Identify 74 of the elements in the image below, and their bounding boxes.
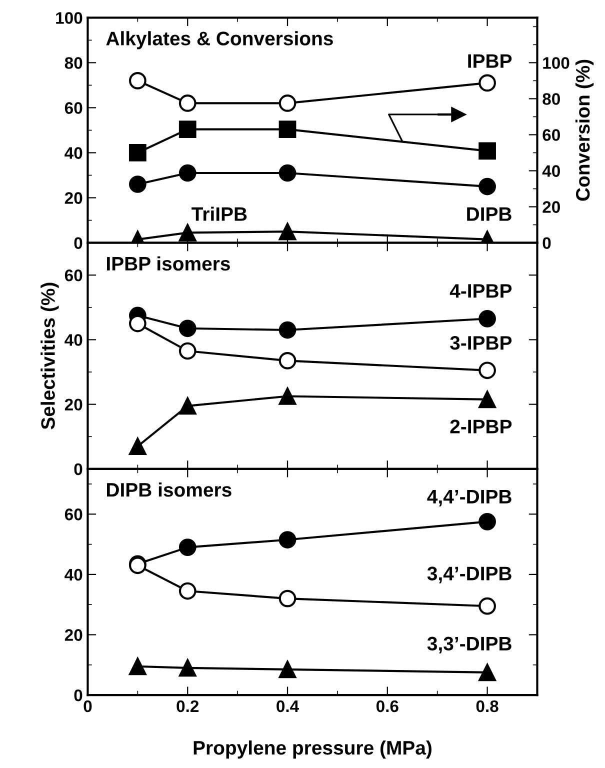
legend-label: 3,3’-DIPB bbox=[427, 636, 512, 654]
y2-tick-label: 80 bbox=[542, 93, 560, 105]
x-axis-title: Propylene pressure (MPa) bbox=[194, 740, 432, 759]
point bbox=[178, 538, 196, 556]
point bbox=[178, 320, 196, 338]
point bbox=[278, 120, 296, 138]
y-tick-label: 0 bbox=[74, 237, 82, 249]
point bbox=[128, 144, 146, 162]
y-tick-label: 20 bbox=[64, 629, 82, 641]
y-tick-label: 60 bbox=[64, 269, 82, 282]
text: IPBP isomers bbox=[107, 256, 230, 271]
point bbox=[478, 74, 496, 92]
y2-tick-label: 0 bbox=[542, 237, 551, 249]
text: DIPB isomers bbox=[107, 482, 232, 497]
y2-tick-label: 60 bbox=[542, 129, 560, 141]
x-tick-label: 0 bbox=[84, 700, 92, 712]
point bbox=[178, 397, 196, 415]
point bbox=[478, 597, 496, 615]
y-tick-label: 60 bbox=[64, 102, 82, 114]
text: Alkylates & Conversions bbox=[106, 31, 333, 50]
x-tick-label: 0.2 bbox=[176, 700, 199, 712]
point bbox=[278, 388, 296, 405]
point bbox=[178, 224, 196, 242]
point bbox=[128, 438, 146, 455]
point bbox=[478, 664, 496, 682]
point bbox=[478, 310, 496, 328]
y-tick-label: 20 bbox=[64, 398, 82, 411]
y2-tick-label: 20 bbox=[542, 201, 560, 213]
series-label: 4-IPBP bbox=[450, 284, 512, 298]
point bbox=[478, 512, 496, 530]
y2-tick-label: 100 bbox=[543, 57, 570, 69]
series-label: 4,4’-DIPB bbox=[427, 490, 512, 506]
point bbox=[278, 590, 296, 608]
point bbox=[278, 164, 296, 182]
point bbox=[278, 660, 296, 678]
point bbox=[128, 658, 146, 676]
point bbox=[178, 94, 196, 112]
legend-label: 3,4’-DIPB bbox=[427, 566, 512, 584]
point bbox=[178, 659, 196, 677]
y-tick-label: 40 bbox=[64, 568, 82, 581]
y-tick-label: 0 bbox=[74, 689, 82, 702]
point bbox=[278, 94, 296, 112]
y-tick-label: 60 bbox=[64, 508, 82, 520]
y2-tick-label: 40 bbox=[542, 165, 560, 177]
point bbox=[128, 176, 146, 193]
legend-label: 2-IPBP bbox=[450, 420, 512, 434]
y2-axis-title: Conversion (%) bbox=[575, 60, 594, 201]
y-tick-label: 80 bbox=[64, 57, 82, 69]
series-label: IPBP bbox=[468, 54, 512, 68]
x-tick-label: 0.6 bbox=[376, 700, 398, 712]
point bbox=[178, 164, 196, 182]
y-tick-label: 100 bbox=[56, 12, 82, 24]
legend-label: 3-IPBP bbox=[450, 336, 512, 350]
point bbox=[278, 321, 296, 339]
y-tick-label: 20 bbox=[64, 192, 82, 204]
point bbox=[128, 72, 146, 90]
y-axis-title: Selectivities (%) bbox=[40, 282, 59, 430]
point bbox=[278, 531, 296, 548]
point bbox=[278, 222, 296, 240]
y-tick-label: 0 bbox=[74, 463, 82, 476]
series-label: TriIPB bbox=[192, 206, 247, 221]
y-tick-label: 40 bbox=[64, 334, 82, 346]
point bbox=[478, 178, 496, 196]
y-tick-label: 40 bbox=[64, 147, 82, 159]
x-tick-label: 0.4 bbox=[276, 700, 300, 712]
point bbox=[178, 120, 196, 138]
point bbox=[178, 342, 196, 360]
point bbox=[478, 142, 496, 160]
series-label: DIPB bbox=[467, 207, 512, 221]
point bbox=[278, 352, 296, 370]
x-tick-label: 0.8 bbox=[476, 700, 498, 712]
point bbox=[478, 362, 496, 380]
point bbox=[478, 390, 496, 408]
point bbox=[178, 582, 196, 600]
